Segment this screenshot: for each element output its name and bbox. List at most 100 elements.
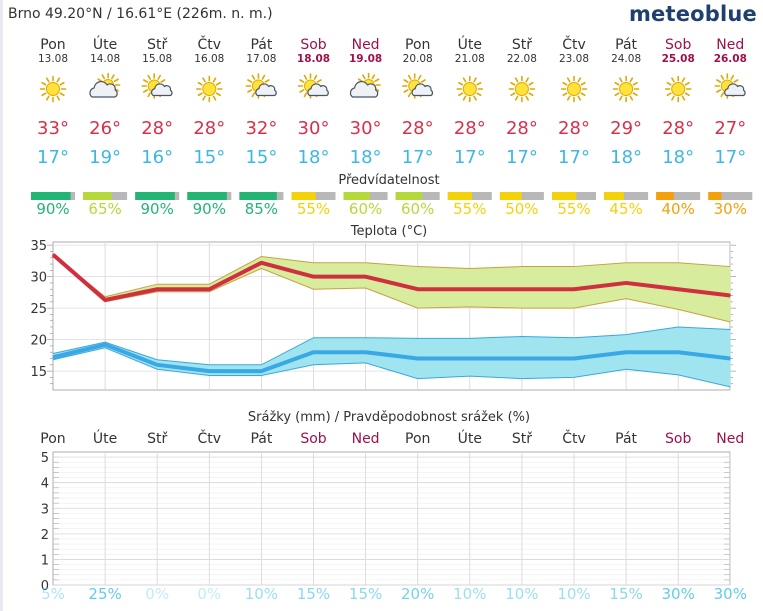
sun-ray (462, 95, 467, 101)
tmin-point (521, 357, 523, 360)
day-name: Pon (405, 37, 430, 53)
sun-ray (202, 95, 206, 101)
sun-shape (456, 75, 484, 103)
precip-probability-label: 0% (197, 585, 221, 603)
sun-ray (251, 74, 256, 80)
sun-ray (403, 79, 409, 83)
day-name: Čtv (198, 35, 222, 53)
sun-ray (212, 77, 217, 83)
precip-day-label: Sob (300, 431, 326, 447)
max-temperature: 28° (454, 118, 486, 139)
cloud-shape (724, 83, 746, 97)
sun-ray (371, 74, 376, 80)
day-columns: Pon13.0833°17°Úte14.0826°19°Stř15.0828°1… (37, 35, 747, 168)
sun-shape (560, 75, 588, 103)
tmax-point (104, 299, 106, 301)
predictability-bar-fill (604, 192, 624, 200)
sun-ray (264, 79, 270, 83)
day-date: 21.08 (455, 53, 485, 65)
precip-day-label: Pát (250, 431, 272, 447)
tmax-point (677, 288, 679, 290)
sun-ray (407, 74, 412, 80)
sun-ray (666, 92, 672, 97)
tmin-uncertainty-band-lower-line (52, 347, 731, 388)
tmin-point (573, 357, 575, 360)
sun-ray (299, 79, 305, 83)
max-temperature: 32° (245, 118, 277, 139)
sun-cloud-icon (297, 73, 329, 99)
precip-day-label: Čtv (198, 429, 222, 447)
y-tick-label: 0 (41, 579, 49, 594)
sun-shape (196, 75, 223, 103)
sun-ray (251, 92, 256, 98)
y-tick-label: 35 (30, 239, 47, 254)
sun-shape (39, 75, 67, 103)
sun-ray (580, 81, 586, 86)
precip-day-label: Čtv (562, 429, 586, 447)
tmax-point (729, 294, 731, 297)
min-temperature: 17° (506, 147, 538, 168)
predictability-item: 90% (31, 192, 75, 218)
min-temperature: 17° (37, 147, 69, 168)
y-tick-label: 3 (41, 502, 49, 517)
day-date: 16.08 (194, 53, 224, 65)
tmax-point (156, 288, 158, 290)
sun-ray (525, 95, 529, 101)
day-date: 26.08 (714, 53, 747, 65)
predictability-value: 55% (297, 200, 330, 218)
precipitation-chart: Srážky (mm) / Pravděpodobnost srážek (%)… (40, 410, 747, 603)
tmax-point (260, 262, 262, 264)
sun-ray (525, 77, 529, 83)
cloud-sun-icon (349, 72, 381, 98)
sun-ray (720, 74, 725, 80)
sun-ray (111, 74, 115, 80)
predictability-bar-fill (291, 192, 316, 200)
precip-day-label: Ned (352, 431, 380, 447)
tmax-uncertainty-band (52, 254, 731, 323)
tmin-uncertainty-band-upper-line (52, 326, 731, 366)
sun-ray (614, 92, 620, 97)
sun-ray (566, 95, 571, 101)
predictability-value: 30% (714, 200, 747, 218)
sun-icon (196, 75, 223, 103)
location-header: Brno 49.20°N / 16.61°E (226m. n. m.) (8, 6, 273, 22)
predictability-bar-fill (552, 192, 577, 200)
sun-ray (113, 78, 119, 83)
sun-ray (197, 92, 203, 97)
precip-probability-label: 30% (662, 585, 695, 603)
sun-ray (614, 81, 620, 86)
tmax-point (208, 288, 210, 290)
sun-ray (147, 74, 151, 80)
tmax-point (365, 276, 367, 278)
precipitation-chart-title: Srážky (mm) / Pravděpodobnost srážek (%) (248, 410, 530, 425)
sun-disc (567, 82, 581, 96)
max-temperature: 30° (298, 118, 330, 139)
day-name: Úte (93, 35, 117, 53)
tmin-point (52, 356, 54, 358)
brand-logo[interactable]: meteoblue (628, 2, 757, 26)
sun-ray (374, 78, 380, 83)
predictability-value: 40% (662, 200, 695, 218)
sun-ray (215, 92, 221, 97)
precip-day-label: Pon (40, 431, 65, 447)
predictability-value: 45% (609, 200, 642, 218)
sun-ray (157, 74, 161, 80)
day-name: Sob (665, 37, 691, 53)
sun-cloud-icon (401, 73, 434, 99)
sun-disc (46, 82, 60, 96)
sun-ray (681, 95, 686, 101)
sun-ray (473, 77, 477, 83)
day-name: Stř (147, 37, 167, 53)
day-name: Ned (352, 37, 380, 53)
sun-ray (56, 77, 61, 83)
cloud-shape (411, 83, 434, 97)
predictability-item: 50% (499, 192, 544, 218)
predictability-bar-track (604, 192, 649, 200)
